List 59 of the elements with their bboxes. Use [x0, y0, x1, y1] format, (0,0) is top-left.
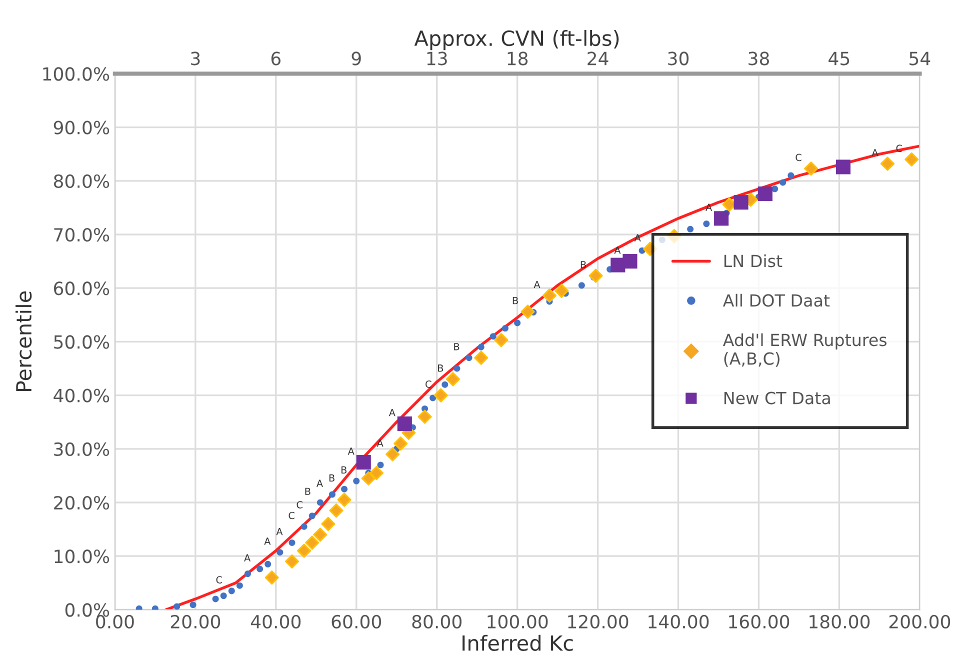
text: 13 [427, 52, 447, 66]
x-tick-label: 100.00 [488, 614, 548, 629]
annotation: B [580, 261, 586, 268]
x-tick-label: 120.00 [568, 614, 628, 629]
text: 9 [352, 52, 361, 66]
y-tick-label: 50.0% [54, 335, 110, 349]
x-axis-title: Inferred Kc [462, 634, 573, 651]
annotation: A [348, 448, 354, 455]
y-tick-label: 70.0% [54, 228, 110, 242]
annotation: B [305, 488, 310, 495]
annotation: B [454, 343, 460, 350]
x-tick-label: 140.00 [648, 614, 709, 629]
legend-label: Add'l ERW Ruptures (A,B,C) [722, 333, 887, 367]
text: 18 [508, 52, 528, 66]
y-tick-label: 40.0% [54, 388, 110, 402]
x-tick-label: 80.00 [412, 614, 462, 629]
annotation: B [341, 466, 347, 474]
text: 54 [910, 52, 930, 66]
y-tick-label: 100.0% [43, 67, 110, 81]
annotation: A [276, 528, 283, 536]
y-tick-label: 20.0% [54, 496, 110, 510]
annotation: C [216, 576, 222, 584]
text: 24 [588, 52, 608, 66]
annotation: C [426, 380, 432, 388]
x-tick-label: 180.00 [810, 614, 870, 629]
annotation: C [296, 501, 302, 508]
annotation: A [534, 280, 540, 288]
x-tick-label: 40.00 [250, 614, 301, 629]
legend-label: All DOT Daat [722, 294, 830, 307]
y-tick-label: 80.0% [54, 174, 110, 188]
y-tick-label: 0.0% [65, 603, 110, 617]
x-tick-label: 160.00 [729, 614, 790, 629]
annotation: C [796, 154, 802, 162]
annotation: C [288, 512, 294, 520]
annotation: B [438, 364, 444, 372]
x2-axis-title: Approx. CVN (ft-lbs) [414, 30, 619, 50]
y-tick-label: 90.0% [54, 120, 110, 134]
y-tick-label: 30.0% [54, 442, 110, 456]
text: 30 [668, 52, 689, 66]
annotation: A [316, 480, 323, 487]
y-tick-label: 60.0% [54, 282, 110, 296]
text: 3 [191, 52, 200, 66]
x-tick-label: 60.00 [332, 614, 382, 629]
y-axis-title: Percentile [16, 291, 32, 392]
annotation: A [264, 538, 271, 545]
annotation: A [244, 554, 251, 562]
annotation: A [388, 409, 396, 416]
text: 45 [828, 52, 850, 66]
annotation: B [512, 297, 518, 304]
annotation: B [329, 474, 334, 482]
legend-label: LN Dist [724, 254, 782, 268]
x-tick-label: 0.00 [96, 614, 134, 629]
x-tick-label: 20.00 [170, 614, 220, 629]
text: 6 [271, 52, 281, 66]
y-tick-label: 10.0% [54, 550, 110, 564]
legend-label: New CT Data [724, 392, 830, 404]
x-tick-label: 200.00 [889, 614, 950, 629]
annotation: A [376, 440, 384, 447]
text: 38 [748, 52, 769, 66]
